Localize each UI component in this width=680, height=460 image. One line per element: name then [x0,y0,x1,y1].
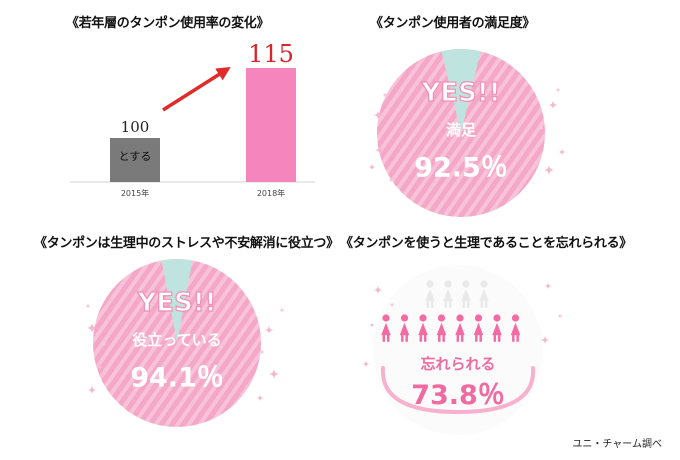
forget-value: 73.8％ [411,380,505,411]
stress-relief-title: 《タンポンは生理中のストレスや不安解消に役立つ》 [34,236,339,251]
person-icon [418,314,428,342]
sparkle-dot [556,88,560,92]
sparkle-dot [86,304,90,308]
sparkle-icon [374,144,386,156]
forget-period-title: 《タンポンを使うと生理であることを忘れられる》 [340,236,632,251]
bar-category-label: 2018年 [257,188,285,198]
bar-category-label: 2015年 [121,188,149,198]
bar-value-label: 115 [248,40,294,68]
faded-person-icon [425,280,435,308]
sparkle-icon [369,322,375,328]
sparkle-icon [268,368,280,380]
satisfaction-pie-badge: YES!! [420,78,500,108]
sparkle-icon [548,100,558,110]
sparkle-icon [544,282,552,290]
person-icon [381,314,391,342]
stress-relief-pie-value: 94.1％ [130,363,224,394]
person-icon [473,314,484,342]
source-note: ユニ・チャーム調べ [572,439,662,450]
faded-person-icon [461,280,471,308]
sparkle-icon [256,394,264,402]
sparkle-icon [558,148,566,156]
sparkle-dot [102,342,106,346]
satisfaction-pie-label: 満足 [446,121,477,139]
person-icon [510,314,521,342]
bar-2015 [110,138,160,182]
sparkle-dot [390,303,394,307]
sparkle-icon [543,164,555,176]
sparkle-icon [362,360,370,368]
bar-chart-title: 《若年層のタンポン使用率の変化》 [66,16,270,31]
person-icon [436,314,447,342]
person-icon [492,314,502,342]
satisfaction-pie-remainder-slice [441,49,481,133]
forget-label: 忘れられる [420,355,495,373]
increase-arrow [162,66,231,112]
bar-2018 [246,68,296,182]
sparkle-dot [260,350,264,354]
stress-relief-pie-remainder-slice [161,259,193,343]
sparkle-dot [383,93,387,97]
bar-value-label: 100 [121,118,150,136]
sparkle-icon [540,335,550,345]
satisfaction-pie-value: 92.5％ [414,153,508,184]
person-icon [399,314,410,342]
sparkle-icon [373,110,383,120]
bar-inner-label: とする [119,150,152,163]
sparkle-icon [86,322,98,334]
faded-person-icon [443,280,453,308]
sparkle-dot [389,178,393,182]
sparkle-icon [368,163,376,171]
sparkle-icon [87,385,97,395]
stress-relief-pie-label: 役立っている [132,331,221,349]
faded-person-icon [479,280,489,308]
sparkle-icon [264,325,274,335]
sparkle-icon [96,363,104,371]
sparkle-dot [558,314,562,318]
pictogram-background [373,265,543,435]
sparkle-icon [373,285,383,295]
stress-relief-pie-badge: YES!! [136,288,216,318]
sparkle-dot [280,308,284,312]
satisfaction-title: 《タンポン使用者の満足度》 [370,16,536,31]
sparkle-dot [539,126,543,130]
person-icon [455,314,465,342]
pictogram-arc [380,366,536,415]
